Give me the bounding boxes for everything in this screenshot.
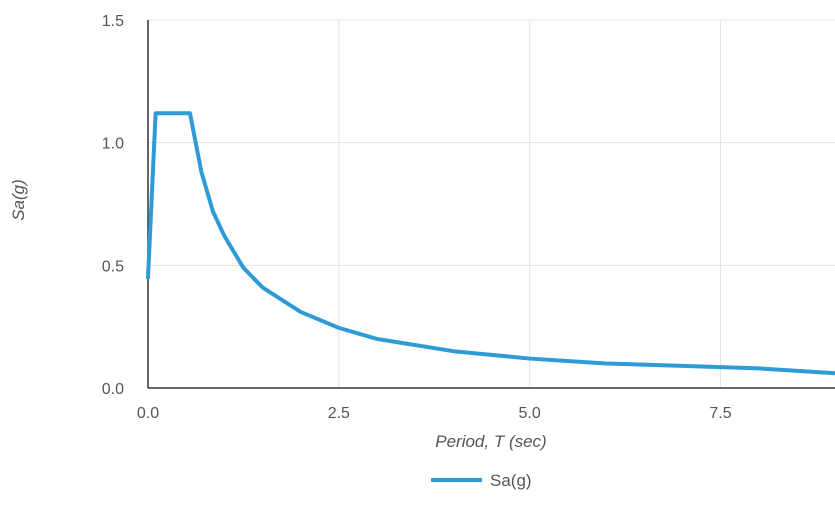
series-group [148,113,835,373]
x-axis-title: Period, T (sec) [435,432,546,451]
y-tick-label: 1.0 [102,136,124,153]
x-tick-label: 5.0 [519,405,541,422]
y-tick-label: 1.5 [102,13,124,30]
series-layer [148,113,835,373]
y-tick-label: 0.5 [102,258,124,275]
axis-layer [148,20,835,388]
x-tick-label: 7.5 [709,405,731,422]
x-tick-label: 0.0 [137,405,159,422]
series-line [148,113,835,373]
grid-layer [148,20,835,388]
y-tick-label: 0.0 [102,381,124,398]
x-tick-label: 2.5 [328,405,350,422]
tick-labels: 0.0 0.5 1.0 1.5 0.0 2.5 5.0 7.5 [102,13,732,422]
legend-label-sa: Sa(g) [490,471,532,490]
legend[interactable]: Sa(g) [431,471,532,490]
y-axis-title: Sa(g) [9,179,28,221]
